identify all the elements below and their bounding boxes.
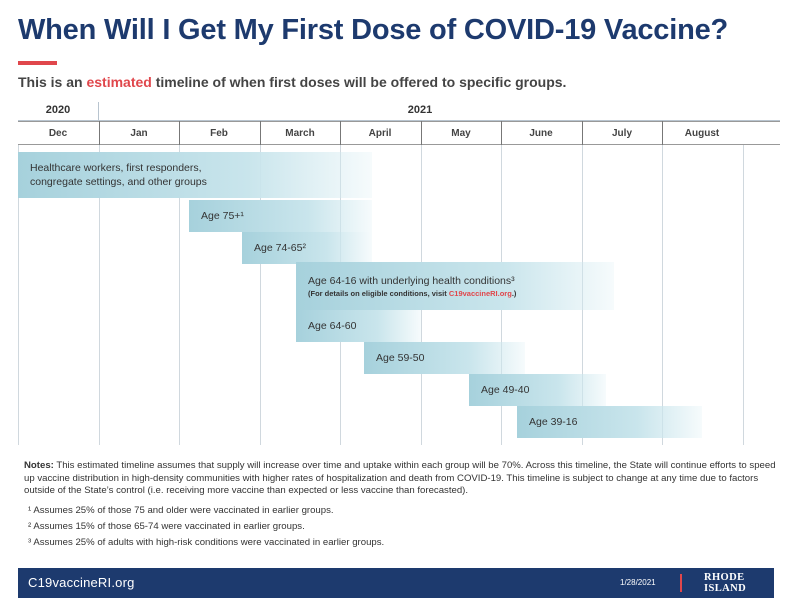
subtitle-highlight: estimated xyxy=(86,74,152,90)
bar-note-end: .) xyxy=(511,288,517,298)
bar-label: Age 75+¹ xyxy=(201,210,244,222)
month-axis xyxy=(18,121,780,145)
month-separator xyxy=(421,121,422,145)
footer-bar: C19vaccineRI.org 1/28/2021 RHODE ISLAND xyxy=(18,568,774,598)
month-separator xyxy=(662,121,663,145)
year-axis-line xyxy=(18,120,780,121)
page-title: When Will I Get My First Dose of COVID-1… xyxy=(18,14,729,46)
month-separator xyxy=(179,121,180,145)
month-label-may: May xyxy=(451,128,471,139)
month-grid-line xyxy=(179,145,180,445)
footer-url-link[interactable]: C19vaccineRI.org xyxy=(28,575,135,590)
month-grid-line xyxy=(260,145,261,445)
logo-line-2: ISLAND xyxy=(704,583,747,594)
page-subtitle: This is an estimated timeline of when fi… xyxy=(18,74,566,90)
footer-date: 1/28/2021 xyxy=(620,578,656,587)
footnote-2: ² Assumes 15% of those 65-74 were vaccin… xyxy=(28,521,305,532)
month-label-dec: Dec xyxy=(48,128,68,139)
month-label-march: March xyxy=(285,128,315,139)
title-underline xyxy=(18,61,57,65)
year-label-2021: 2021 xyxy=(407,104,433,116)
bar-note-link[interactable]: C19vaccineRI.org xyxy=(448,288,512,298)
month-grid-line xyxy=(662,145,663,445)
bar-label: Age 64-16 with underlying health conditi… xyxy=(308,274,515,287)
bar-label-line-2: congregate settings, and other groups xyxy=(30,176,207,188)
year-label-2020: 2020 xyxy=(45,104,71,116)
year-divider xyxy=(98,102,99,122)
subtitle-before: This is an xyxy=(18,74,87,90)
month-grid-line xyxy=(743,145,744,445)
vaccine-timeline-chart: 2020 2021 Dec Jan Feb March April May June July… xyxy=(0,96,792,456)
bar-label: Age 64-60 xyxy=(308,320,357,332)
month-separator xyxy=(340,121,341,145)
logo-line-1: RHODE xyxy=(704,572,745,583)
timeline-bar: Age 49-40 xyxy=(469,374,606,406)
timeline-bar: Healthcare workers, first responders, con… xyxy=(18,152,372,198)
month-grid-line xyxy=(18,145,19,445)
notes-paragraph: Notes: This estimated timeline assumes t… xyxy=(24,460,776,498)
month-separator xyxy=(260,121,261,145)
footnote-1: ¹ Assumes 25% of those 75 and older were… xyxy=(28,505,334,516)
month-separator xyxy=(501,121,502,145)
subtitle-after: timeline of when first doses will be off… xyxy=(151,74,567,90)
month-label-feb: Feb xyxy=(210,128,228,139)
footnote-3: ³ Assumes 25% of adults with high-risk c… xyxy=(28,537,385,548)
bar-label: Age 74-65² xyxy=(254,242,306,254)
bar-note-text: (For details on eligible conditions, vis… xyxy=(308,288,449,298)
month-separator xyxy=(99,121,100,145)
bar-label: Age 39-16 xyxy=(529,416,578,428)
timeline-bar: Age 75+¹ xyxy=(189,200,372,232)
timeline-bar: Age 74-65² xyxy=(242,232,372,264)
month-label-april: April xyxy=(368,128,392,139)
notes-label: Notes: xyxy=(24,460,54,471)
rhode-island-logo: RHODE ISLAND xyxy=(704,572,746,594)
bar-label: Age 49-40 xyxy=(481,384,530,396)
bar-note: (For details on eligible conditions, vis… xyxy=(308,288,614,299)
month-label-june: June xyxy=(529,128,553,139)
timeline-bar: Age 39-16 xyxy=(517,406,702,438)
footer-divider xyxy=(680,574,682,592)
timeline-bar: Age 64-60 xyxy=(296,310,421,342)
month-separator xyxy=(582,121,583,145)
notes-text: This estimated timeline assumes that sup… xyxy=(24,460,776,496)
month-grid-line xyxy=(99,145,100,445)
bar-label: Healthcare workers, first responders, xyxy=(30,162,202,174)
month-label-july: July xyxy=(611,128,633,139)
month-label-august: August xyxy=(684,128,720,139)
month-label-jan: Jan xyxy=(130,128,148,139)
timeline-bar: Age 59-50 xyxy=(364,342,525,374)
timeline-bar: Age 64-16 with underlying health conditi… xyxy=(296,262,614,310)
bar-label: Age 59-50 xyxy=(376,352,425,364)
